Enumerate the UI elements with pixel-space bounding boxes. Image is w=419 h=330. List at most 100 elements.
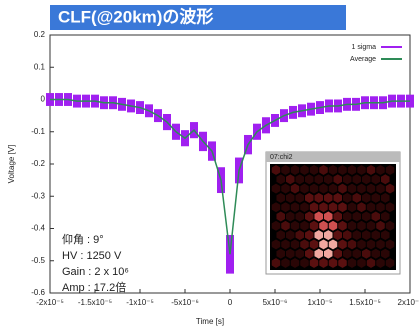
inset-pixel [310, 239, 319, 249]
inset-pixel [333, 249, 342, 259]
inset-pixel [367, 183, 376, 193]
x-tick-label: 1x10⁻⁵ [308, 298, 333, 307]
inset-pixel [272, 258, 281, 268]
inset-pixel [319, 183, 328, 193]
inset-pixel [295, 193, 304, 203]
inset-pixel [305, 211, 314, 221]
inset-pixel [286, 211, 295, 221]
inset-pixel [314, 249, 323, 259]
y-tick-label: -0.2 [31, 159, 45, 168]
inset-pixel [324, 230, 333, 240]
inset-pixel [295, 249, 304, 259]
inset-pixel [324, 193, 333, 203]
slide: CLF(@20km)の波形 Time [s] Voltage [V] -0.6-… [0, 0, 419, 330]
inset-pixel [352, 230, 361, 240]
inset-pixel [386, 239, 395, 249]
inset-pixel [300, 202, 309, 212]
inset-pixel [281, 221, 290, 231]
inset-pixel [348, 258, 357, 268]
inset-pixel [310, 221, 319, 231]
inset-pixel [386, 202, 395, 212]
inset-pixel [291, 221, 300, 231]
inset-pixel [310, 202, 319, 212]
inset-pixel [343, 230, 352, 240]
inset-pixel [371, 174, 380, 184]
inset-pixel [272, 183, 281, 193]
inset-pixel [357, 221, 366, 231]
inset-pixel [343, 174, 352, 184]
inset-pixel [286, 249, 295, 259]
inset-pixel [305, 193, 314, 203]
inset-pixel [376, 183, 385, 193]
inset-pixel [286, 230, 295, 240]
inset-pixel [352, 174, 361, 184]
chart-title: CLF(@20km)の波形 [58, 6, 213, 26]
inset-pixel [295, 174, 304, 184]
x-tick-label: -1.5x10⁻⁵ [78, 298, 112, 307]
inset-pixel [386, 221, 395, 231]
inset-pixel [276, 174, 285, 184]
inset-pixel [281, 202, 290, 212]
inset-pixel [272, 221, 281, 231]
inset-pixel [310, 258, 319, 268]
inset-pixel [343, 193, 352, 203]
inset-pixel [286, 193, 295, 203]
inset-pixel [272, 165, 281, 175]
inset-pixel [376, 258, 385, 268]
inset-pixel [324, 174, 333, 184]
y-tick-label: -0.6 [31, 288, 45, 297]
x-axis-label: Time [s] [196, 317, 224, 326]
inset-pixel [333, 174, 342, 184]
inset-pixel [324, 249, 333, 259]
inset-pixel [381, 211, 390, 221]
inset-pixel [300, 258, 309, 268]
inset-pixel [319, 165, 328, 175]
inset-pixel [381, 249, 390, 259]
inset-pixel [324, 211, 333, 221]
inset-pixel [276, 211, 285, 221]
inset-pixel [310, 165, 319, 175]
inset-pixel [329, 202, 338, 212]
inset-pixel [357, 202, 366, 212]
inset-pixel [276, 249, 285, 259]
inset-pixel [281, 239, 290, 249]
legend-label: Average [350, 56, 376, 63]
inset-pixel [376, 202, 385, 212]
inset-pixel [381, 230, 390, 240]
inset-pixel [362, 230, 371, 240]
y-tick-label: -0.3 [31, 191, 45, 200]
y-tick-label: 0 [41, 95, 46, 104]
inset-pixel [291, 165, 300, 175]
inset-pixel [305, 174, 314, 184]
x-tick-label: 2x10⁻⁵ [398, 298, 419, 307]
x-tick-label: 1.5x10⁻⁵ [349, 298, 381, 307]
x-tick-label: 5x10⁻⁶ [263, 298, 288, 307]
y-tick-label: 0.2 [34, 30, 46, 39]
inset-pixel [314, 193, 323, 203]
inset-pixel [357, 183, 366, 193]
inset-pixel [329, 221, 338, 231]
inset-pixel [352, 193, 361, 203]
inset-pixel [314, 230, 323, 240]
inset-pixel [352, 249, 361, 259]
inset-pixel [348, 183, 357, 193]
inset-pixel [386, 183, 395, 193]
inset-pixel [295, 230, 304, 240]
inset-pixel [333, 193, 342, 203]
inset-pixel [367, 239, 376, 249]
inset-pixel [362, 211, 371, 221]
inset-pixel [367, 165, 376, 175]
inset-pixel [319, 221, 328, 231]
annotation: Amp : 17.2倍 [62, 280, 126, 294]
inset-pixel [291, 258, 300, 268]
inset-pixel [276, 230, 285, 240]
inset-pixel [362, 174, 371, 184]
inset-pixel [314, 174, 323, 184]
inset-pixel [319, 202, 328, 212]
inset-pixel [272, 202, 281, 212]
inset-pixel [376, 239, 385, 249]
inset-pixel [329, 165, 338, 175]
inset-pixel [362, 249, 371, 259]
inset-pixel [371, 211, 380, 221]
inset-pixel [291, 202, 300, 212]
